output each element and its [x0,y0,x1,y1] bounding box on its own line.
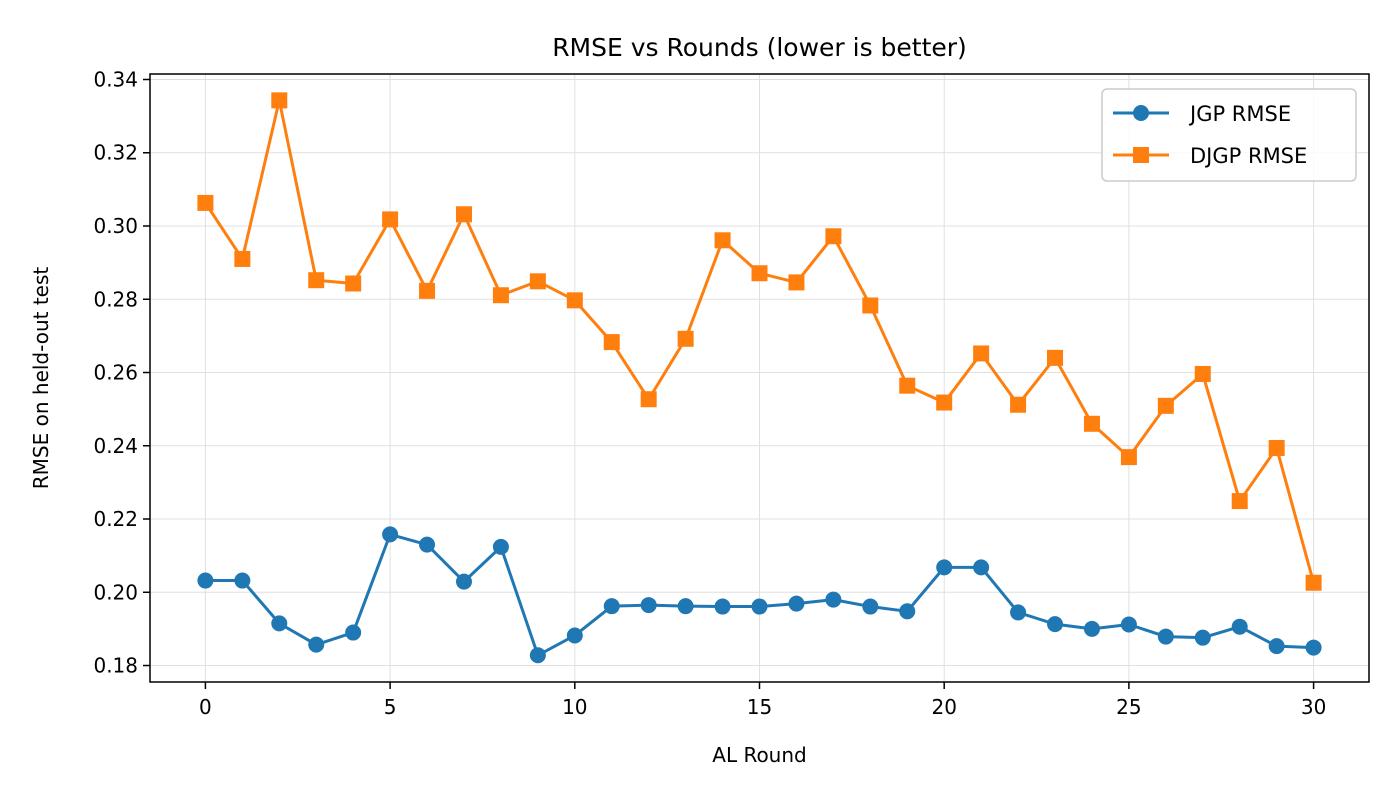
data-point-djgp-rmse [825,228,842,245]
data-point-jgp-rmse [1231,618,1248,635]
data-point-jgp-rmse [1157,628,1174,645]
x-axis-title: AL Round [712,743,806,767]
data-point-djgp-rmse [1010,396,1027,413]
x-tick-label: 0 [199,695,212,719]
x-tick-label: 5 [384,695,397,719]
data-point-jgp-rmse [1047,616,1064,633]
series-jgp-rmse [197,526,1322,664]
data-point-jgp-rmse [714,598,731,615]
data-point-jgp-rmse [271,615,288,632]
data-point-jgp-rmse [566,627,583,644]
x-tick-label: 30 [1301,695,1326,719]
y-tick-label: 0.24 [93,434,138,458]
legend-item: JGP RMSE [1113,102,1291,126]
data-point-djgp-rmse [419,282,436,299]
data-point-djgp-rmse [1047,349,1064,366]
data-point-djgp-rmse [640,391,657,408]
data-point-djgp-rmse [973,345,990,362]
data-point-djgp-rmse [1194,365,1211,382]
data-point-djgp-rmse [677,330,694,347]
y-tick-label: 0.22 [93,507,138,531]
legend-label: DJGP RMSE [1190,144,1307,168]
data-point-djgp-rmse [603,334,620,351]
y-tick-label: 0.18 [93,654,138,678]
data-point-jgp-rmse [308,636,325,653]
data-point-jgp-rmse [234,572,251,589]
data-point-djgp-rmse [751,265,768,282]
data-point-jgp-rmse [677,598,694,615]
data-point-djgp-rmse [1268,439,1285,456]
data-point-djgp-rmse [382,211,399,228]
data-point-djgp-rmse [566,292,583,309]
data-point-djgp-rmse [271,92,288,109]
data-point-jgp-rmse [899,603,916,620]
data-point-jgp-rmse [973,559,990,576]
data-point-jgp-rmse [1268,638,1285,655]
x-tick-label: 20 [931,695,956,719]
data-point-djgp-rmse [1120,449,1137,466]
data-point-jgp-rmse [345,624,362,641]
data-point-djgp-rmse [862,297,879,314]
data-point-jgp-rmse [382,526,399,543]
data-point-jgp-rmse [603,598,620,615]
data-point-djgp-rmse [345,275,362,292]
legend-marker [1133,105,1149,121]
data-point-djgp-rmse [714,232,731,249]
y-tick-label: 0.26 [93,361,138,385]
data-point-jgp-rmse [455,573,472,590]
data-point-djgp-rmse [936,394,953,411]
data-point-jgp-rmse [492,538,509,555]
series-layer [197,92,1322,664]
axis-ticks: 0 5 10 15 20 25 30 0.18 0.20 0.22 0.24 0.26 0.28 0.30… [93,67,1326,719]
data-point-jgp-rmse [197,572,214,589]
data-point-djgp-rmse [492,287,509,304]
data-point-jgp-rmse [1083,620,1100,637]
data-point-jgp-rmse [1194,629,1211,646]
legend-marker [1133,147,1149,163]
y-tick-label: 0.28 [93,287,138,311]
data-point-djgp-rmse [455,206,472,223]
data-point-djgp-rmse [1231,493,1248,510]
data-point-djgp-rmse [1305,574,1322,591]
y-tick-label: 0.30 [93,214,138,238]
y-tick-label: 0.20 [93,580,138,604]
data-point-jgp-rmse [1010,604,1027,621]
data-point-djgp-rmse [1157,397,1174,414]
legend: JGP RMSE DJGP RMSE [1101,88,1357,182]
data-point-jgp-rmse [419,536,436,553]
legend-label: JGP RMSE [1188,102,1291,126]
x-tick-label: 15 [747,695,772,719]
series-djgp-rmse [197,92,1322,591]
chart-title: RMSE vs Rounds (lower is better) [552,33,967,62]
data-point-djgp-rmse [1083,415,1100,432]
grid-lines [150,74,1369,682]
data-point-jgp-rmse [788,595,805,612]
data-point-djgp-rmse [529,273,546,290]
x-tick-label: 10 [562,695,587,719]
y-tick-label: 0.32 [93,141,138,165]
data-point-jgp-rmse [936,559,953,576]
data-point-jgp-rmse [751,598,768,615]
data-point-jgp-rmse [1120,616,1137,633]
data-point-djgp-rmse [899,377,916,394]
y-axis-title: RMSE on held-out test [29,267,53,490]
data-point-jgp-rmse [529,647,546,664]
legend-item: DJGP RMSE [1113,144,1307,168]
data-point-djgp-rmse [788,274,805,291]
x-tick-label: 25 [1116,695,1141,719]
data-point-jgp-rmse [1305,639,1322,656]
data-point-jgp-rmse [640,597,657,614]
data-point-djgp-rmse [308,272,325,289]
y-tick-label: 0.34 [93,67,138,91]
data-point-djgp-rmse [234,250,251,267]
data-point-djgp-rmse [197,194,214,211]
data-point-jgp-rmse [862,598,879,615]
data-point-jgp-rmse [825,591,842,608]
